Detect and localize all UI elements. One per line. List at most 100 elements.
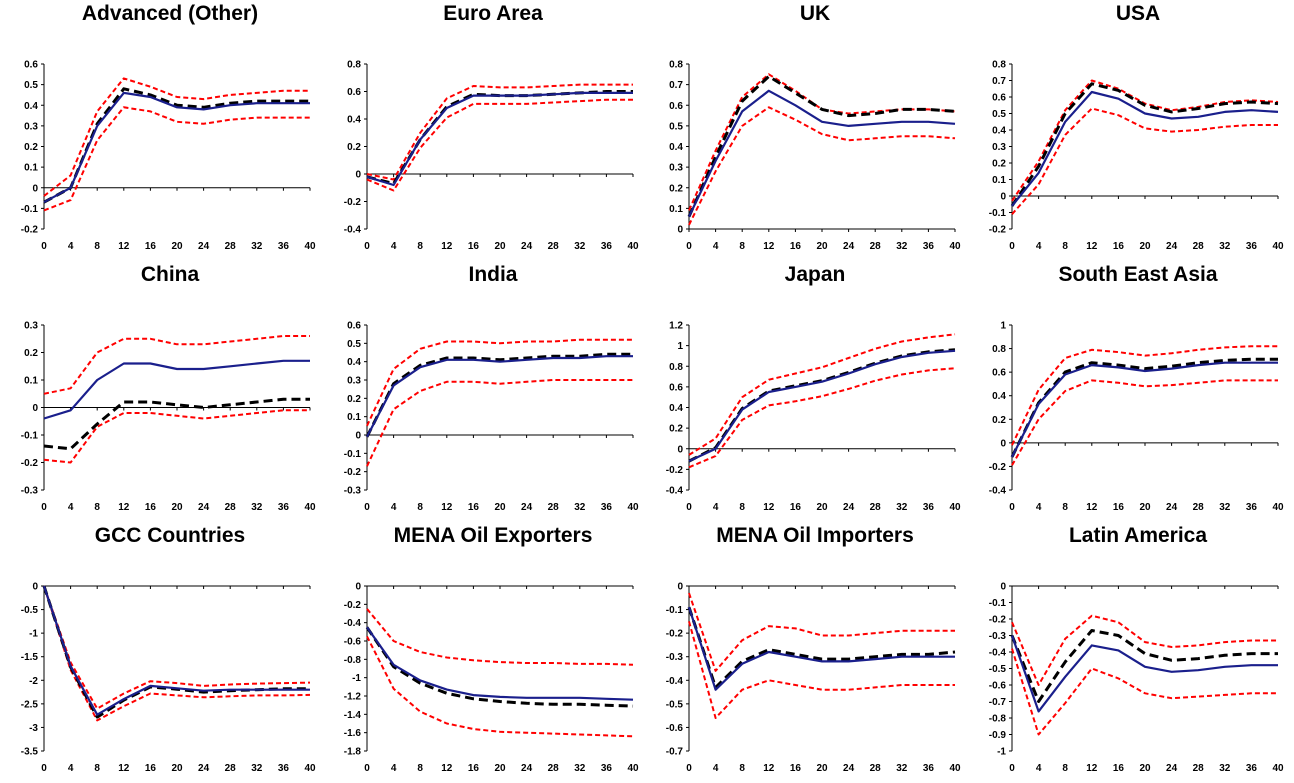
y-tick-label: -0.2	[989, 462, 1007, 473]
x-tick-label: 0	[1009, 763, 1015, 774]
x-tick-label: 24	[1166, 763, 1178, 774]
x-tick-label: 28	[548, 763, 560, 774]
x-tick-label: 40	[304, 241, 316, 252]
chart-panel: South East Asia -0.4 -0.2 0 0.2 0.4 0.6 0.8 1 0 4 8…	[978, 261, 1294, 522]
x-tick-label: 20	[494, 241, 506, 252]
chart-title: Euro Area	[443, 2, 543, 25]
x-tick-label: 28	[1193, 502, 1205, 513]
x-tick-label: 12	[1086, 763, 1098, 774]
confidence-band-line	[43, 335, 310, 395]
solid-series-line	[687, 606, 955, 691]
x-tick-label: 16	[1113, 763, 1125, 774]
x-tick-label: 12	[118, 502, 130, 513]
x-tick-label: 16	[468, 502, 480, 513]
y-tick-label: 0	[677, 582, 683, 593]
confidence-band-line	[366, 338, 633, 427]
y-tick-label: -1.5	[21, 652, 39, 663]
x-tick-label: 32	[251, 241, 263, 252]
x-tick-label: 36	[923, 763, 935, 774]
x-tick-label: 24	[521, 763, 533, 774]
y-tick-label: 0.4	[669, 142, 683, 153]
x-tick-label: 12	[1086, 241, 1098, 252]
chart-panel: MENA Oil Exporters -1.8 -1.6 -1.4 -1.2 -1 -0.8…	[333, 522, 653, 783]
y-tick-label: -0.6	[344, 637, 362, 648]
x-tick-label: 20	[816, 241, 828, 252]
x-tick-label: 40	[304, 502, 316, 513]
y-tick-label: 0.3	[24, 121, 38, 132]
x-tick-label: 12	[441, 763, 453, 774]
dashed-series-line	[42, 585, 310, 719]
y-tick-label: 0	[1000, 438, 1006, 449]
y-tick-label: -1.6	[344, 728, 362, 739]
chart-plot: -0.7 -0.6 -0.5 -0.4 -0.3 -0.2 -0.1 0 0 4 8 12 16 20 24…	[666, 582, 961, 775]
y-tick-label: 0.1	[347, 412, 361, 423]
x-tick-label: 8	[739, 502, 745, 513]
chart-panel: Euro Area -0.4 -0.2 0 0.2 0.4 0.6 0.8 0 4 8 12 16 20 2…	[333, 0, 653, 261]
y-tick-label: -1.4	[344, 710, 362, 721]
x-tick-label: 32	[251, 502, 263, 513]
x-tick-label: 0	[364, 241, 370, 252]
y-tick-label: -0.2	[344, 197, 362, 208]
x-tick-label: 40	[627, 502, 639, 513]
x-tick-label: 28	[225, 241, 237, 252]
chart-title: Japan	[784, 263, 846, 286]
y-tick-label: -0.3	[989, 631, 1007, 642]
chart-plot: -1.8 -1.6 -1.4 -1.2 -1 -0.8 -0.6 -0.4 -0.2 0 0 4 8 12…	[344, 582, 639, 775]
y-tick-label: 0.2	[24, 142, 38, 153]
chart-plot: -0.4 -0.2 0 0.2 0.4 0.6 0.8 1 0 4 8 12 16 20 24 28 32 36 4…	[989, 321, 1284, 514]
y-tick-label: 0	[1000, 192, 1006, 203]
dashed-series-line	[365, 626, 634, 708]
chart-title: MENA Oil Importers	[716, 524, 914, 547]
solid-series-line	[1011, 361, 1278, 458]
x-tick-label: 40	[304, 763, 316, 774]
y-tick-label: 0.3	[992, 142, 1006, 153]
x-tick-label: 4	[68, 241, 74, 252]
x-tick-label: 24	[1166, 241, 1178, 252]
y-tick-label: -0.2	[989, 225, 1007, 236]
y-tick-label: -1.8	[344, 747, 362, 758]
confidence-band-line	[43, 106, 310, 212]
x-tick-label: 0	[686, 241, 692, 252]
x-tick-label: 4	[1036, 241, 1042, 252]
confidence-band-line	[43, 585, 311, 722]
x-tick-label: 16	[468, 241, 480, 252]
x-tick-label: 28	[870, 763, 882, 774]
confidence-band-line	[688, 621, 955, 719]
y-tick-label: 0.2	[24, 348, 38, 359]
y-tick-label: 0	[677, 225, 683, 236]
y-tick-label: 0.7	[992, 76, 1006, 87]
y-tick-label: -0.2	[344, 467, 362, 478]
y-tick-label: 1	[1000, 321, 1006, 332]
y-tick-label: -0.4	[344, 618, 362, 629]
solid-series-line	[42, 585, 310, 716]
x-tick-label: 24	[1166, 502, 1178, 513]
x-tick-label: 40	[1272, 241, 1284, 252]
chart-plot: -1 -0.9 -0.8 -0.7 -0.6 -0.5 -0.4 -0.3 -0.2 -0.1 0 0…	[989, 582, 1284, 775]
x-tick-label: 4	[391, 502, 397, 513]
y-tick-label: -0.7	[989, 697, 1007, 708]
y-tick-label: 0	[355, 431, 361, 442]
y-tick-label: 0.2	[669, 424, 683, 435]
y-tick-label: -0.2	[989, 615, 1007, 626]
y-tick-label: -0.7	[666, 747, 684, 758]
x-tick-label: 12	[118, 241, 130, 252]
confidence-band-line	[1011, 614, 1278, 686]
y-tick-label: -0.2	[666, 465, 684, 476]
x-tick-label: 24	[198, 241, 210, 252]
x-tick-label: 40	[949, 241, 961, 252]
chart-panel: Advanced (Other) -0.2 -0.1 0 0.1 0.2 0.3 0.4 0.5…	[10, 0, 330, 261]
x-tick-label: 0	[1009, 502, 1015, 513]
x-tick-label: 16	[790, 763, 802, 774]
y-tick-label: -0.2	[21, 458, 39, 469]
confidence-band-line	[43, 585, 311, 710]
y-tick-label: 0.8	[992, 344, 1006, 355]
solid-series-line	[1010, 635, 1278, 713]
x-tick-label: 32	[574, 763, 586, 774]
x-tick-label: 12	[118, 763, 130, 774]
y-tick-label: 0	[355, 582, 361, 593]
y-tick-label: 0.6	[347, 87, 361, 98]
y-tick-label: 0.1	[992, 175, 1006, 186]
y-tick-label: -3.5	[21, 747, 39, 758]
x-tick-label: 36	[601, 763, 613, 774]
x-tick-label: 40	[949, 763, 961, 774]
